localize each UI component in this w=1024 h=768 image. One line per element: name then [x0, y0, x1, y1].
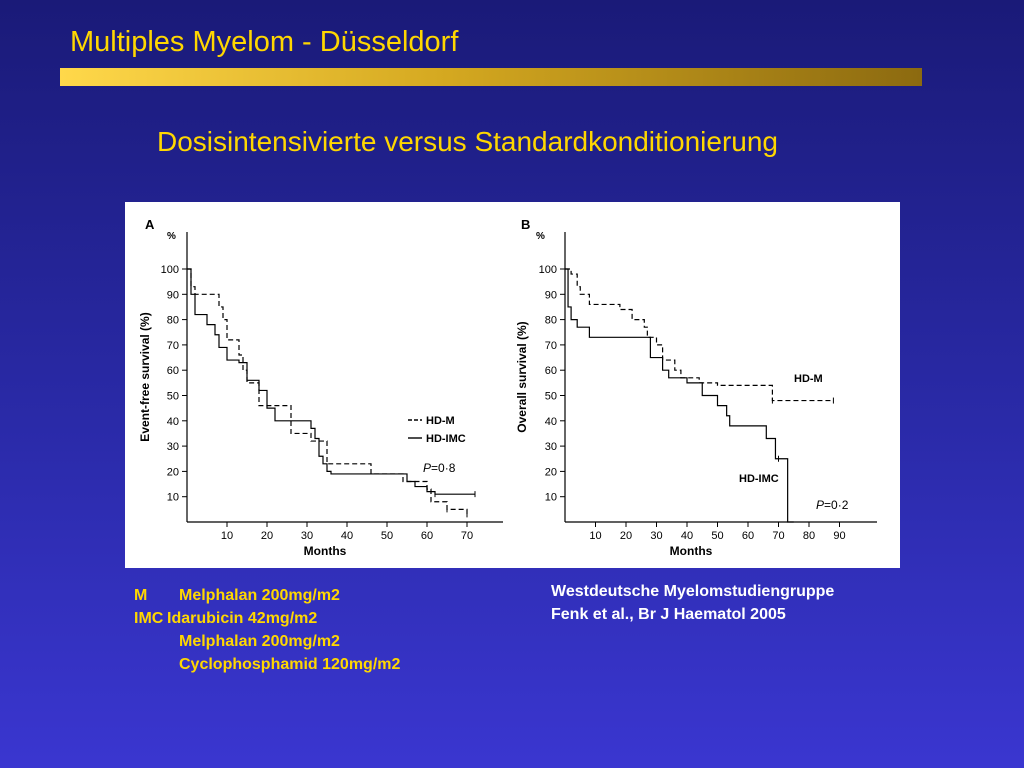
- survival-curve-hd-imc: [187, 268, 475, 495]
- reference: Westdeutsche Myelomstudiengruppe Fenk et…: [551, 580, 834, 626]
- x-axis-title: Months: [304, 544, 347, 558]
- x-tick-label: 20: [620, 530, 632, 542]
- reference-study-group: Westdeutsche Myelomstudiengruppe: [551, 583, 835, 600]
- survival-curve-hd-m: [565, 268, 834, 402]
- y-tick-label: 90: [545, 289, 557, 301]
- abbreviation-text: Melphalan 200mg/m2: [179, 633, 340, 650]
- survival-curve-hd-imc: [565, 268, 794, 523]
- x-axis-title: Months: [670, 544, 713, 558]
- legend-label: HD-M: [426, 415, 455, 427]
- y-tick-label: 100: [539, 264, 557, 276]
- reference-citation: Fenk et al., Br J Haematol 2005: [551, 606, 786, 623]
- y-tick-label: 90: [167, 289, 179, 301]
- y-tick-label: 60: [545, 365, 557, 377]
- x-tick-label: 10: [221, 530, 233, 542]
- y-axis-title: Overall survival (%): [515, 321, 529, 432]
- title-underline-bar: [60, 68, 922, 86]
- y-tick-label: 50: [545, 391, 557, 403]
- legend-label: HD-M: [794, 373, 823, 385]
- survival-figure: 10 20 30 40 50 60 70 80 90 100 10 20 30 40 50 60 70 A% Eve…: [125, 202, 900, 568]
- x-tick-label: 50: [711, 530, 723, 542]
- legend-label: HD-IMC: [739, 473, 779, 485]
- panel-label: A: [145, 217, 155, 232]
- y-tick-label: 80: [167, 315, 179, 327]
- x-tick-label: 60: [421, 530, 433, 542]
- abbreviation-key: IMC: [134, 610, 164, 627]
- y-tick-label: 70: [167, 340, 179, 352]
- x-tick-label: 70: [772, 530, 784, 542]
- x-tick-label: 40: [341, 530, 353, 542]
- y-tick-label: 20: [545, 466, 557, 478]
- abbreviation-key: M: [134, 587, 148, 604]
- x-tick-label: 70: [461, 530, 473, 542]
- x-tick-label: 90: [833, 530, 845, 542]
- y-tick-label: 100: [161, 264, 179, 276]
- y-axis-title: Event-free survival (%): [138, 312, 152, 441]
- y-tick-label: 20: [167, 466, 179, 478]
- x-tick-label: 30: [650, 530, 662, 542]
- p-value-annotation: P=0·8: [423, 461, 456, 475]
- y-tick-label: 10: [167, 492, 179, 504]
- x-tick-label: 40: [681, 530, 693, 542]
- x-tick-label: 60: [742, 530, 754, 542]
- abbreviation-text: Cyclophosphamid 120mg/m2: [179, 656, 401, 673]
- x-tick-label: 80: [803, 530, 815, 542]
- abbreviation-text: Idarubicin 42mg/m2: [167, 610, 318, 627]
- y-tick-label: 10: [545, 492, 557, 504]
- slide-subtitle: Dosisintensivierte versus Standardkondit…: [157, 126, 779, 157]
- x-tick-label: 20: [261, 530, 273, 542]
- survival-curve-hd-m: [187, 268, 468, 515]
- y-tick-label: 30: [545, 441, 557, 453]
- y-tick-label: 40: [545, 416, 557, 428]
- x-tick-label: 30: [301, 530, 313, 542]
- y-tick-label: 50: [167, 391, 179, 403]
- y-tick-label: 60: [167, 365, 179, 377]
- y-unit-label: %: [536, 231, 545, 242]
- p-value-annotation: P=0·2: [816, 498, 849, 512]
- y-unit-label: %: [167, 231, 176, 242]
- slide-title: Multiples Myelom - Düsseldorf: [70, 26, 459, 58]
- survival-charts: 10 20 30 40 50 60 70 80 90 100 10 20 30 40 50 60 70 A% Eve…: [138, 217, 877, 558]
- abbreviation-text: Melphalan 200mg/m2: [179, 587, 340, 604]
- y-tick-label: 40: [167, 416, 179, 428]
- x-tick-label: 10: [589, 530, 601, 542]
- x-tick-label: 50: [381, 530, 393, 542]
- legend-label: HD-IMC: [426, 433, 466, 445]
- panel-label: B: [521, 217, 530, 232]
- y-tick-label: 30: [167, 441, 179, 453]
- y-tick-label: 70: [545, 340, 557, 352]
- y-tick-label: 80: [545, 315, 557, 327]
